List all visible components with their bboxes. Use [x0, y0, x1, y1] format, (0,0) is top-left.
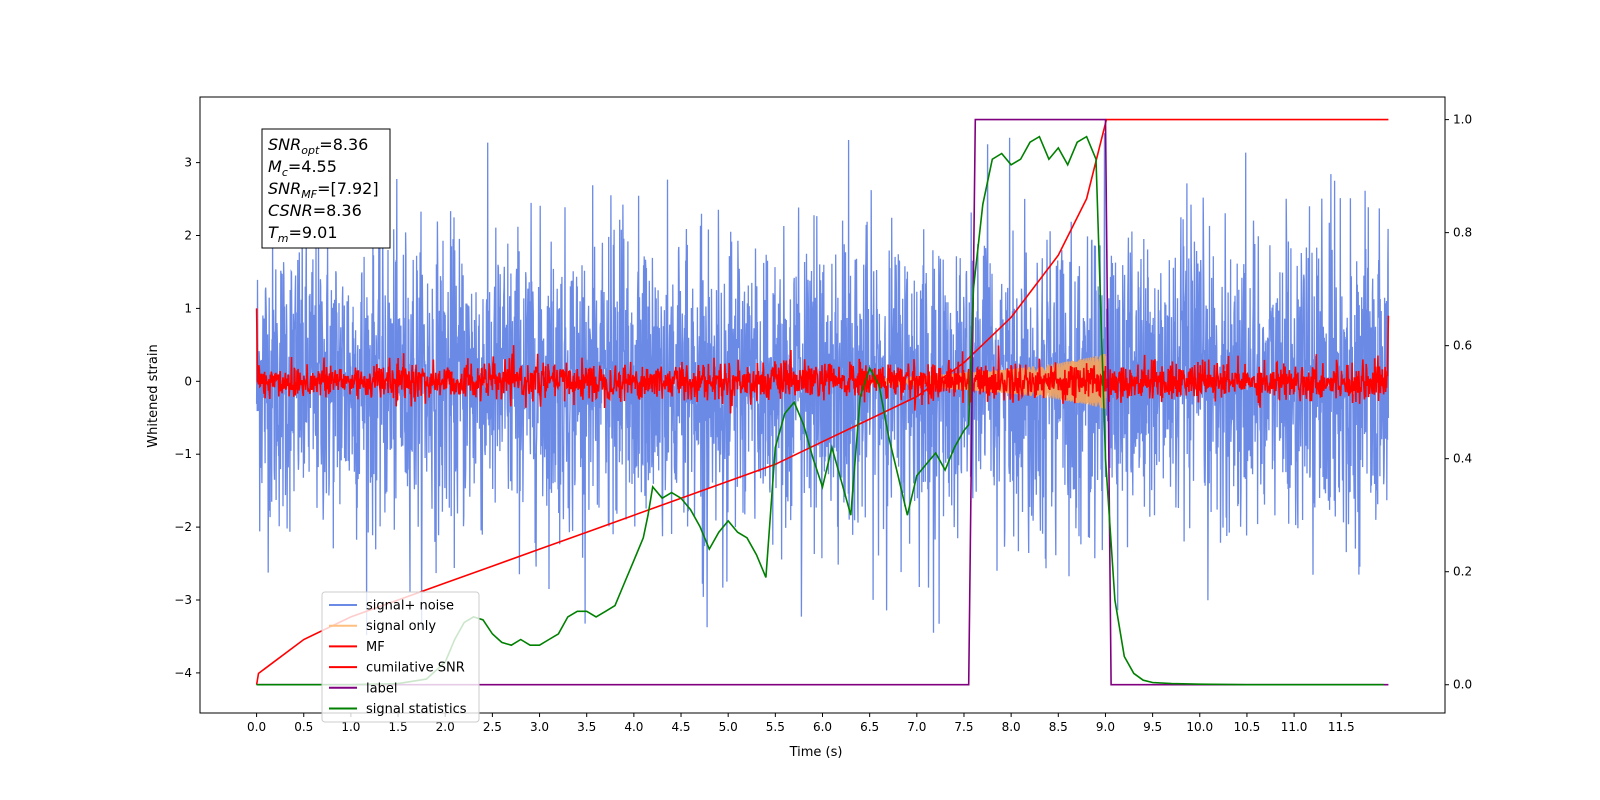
- x-tick-label: 3.0: [530, 720, 549, 734]
- x-tick-label: 6.0: [813, 720, 832, 734]
- x-tick-label: 11.5: [1328, 720, 1355, 734]
- annotation-frame: [261, 128, 391, 249]
- series-signal-statistics: [256, 135, 1384, 686]
- x-axis: 0.0 0.5 1.0 1.5 2.0 2.5 3.0 3.5 4.0 4.5 5.0 5.5 6.0 6…: [247, 713, 1355, 734]
- y-tick-label: 1: [184, 301, 192, 315]
- x-tick-label: 1.0: [341, 720, 360, 734]
- x-tick-label: 2.0: [436, 720, 455, 734]
- annotation-line: Tm=9.01: [268, 223, 338, 245]
- x-tick-label: 0.0: [247, 720, 266, 734]
- x-tick-label: 7.5: [954, 720, 973, 734]
- y2-tick-label: 0.4: [1453, 452, 1472, 466]
- y-axis: 3 2 1 0 −1 −2 −3 −4: [174, 156, 200, 680]
- legend-entry: label: [366, 681, 397, 696]
- x-tick-label: 8.0: [1002, 720, 1021, 734]
- y2-axis-right: 1.0 0.8 0.6 0.4 0.2 0.0: [1445, 113, 1472, 692]
- legend-frame: [321, 591, 480, 723]
- x-tick-label: 1.5: [389, 720, 408, 734]
- x-tick-label: 0.5: [294, 720, 313, 734]
- y-tick-label: −1: [174, 447, 192, 461]
- x-tick-label: 9.5: [1143, 720, 1162, 734]
- x-tick-label: 5.0: [719, 720, 738, 734]
- x-tick-label: 11.0: [1281, 720, 1308, 734]
- y-tick-label: −3: [174, 593, 192, 607]
- y2-tick-label: 1.0: [1453, 113, 1472, 127]
- x-tick-label: 8.5: [1049, 720, 1068, 734]
- x-tick-label: 10.5: [1234, 720, 1261, 734]
- y-tick-label: 0: [184, 374, 192, 388]
- legend-entry: cumilative SNR: [366, 661, 465, 676]
- series-label: [256, 118, 1389, 686]
- y-tick-label: −2: [174, 520, 192, 534]
- y-tick-label: 2: [184, 229, 192, 243]
- x-tick-label: 2.5: [483, 720, 502, 734]
- legend-entry: signal statistics: [366, 702, 467, 717]
- x-tick-label: 9.0: [1096, 720, 1115, 734]
- legend-entry: signal+ noise: [366, 599, 454, 614]
- y2-tick-label: 0.0: [1453, 678, 1472, 692]
- x-tick-label: 7.0: [907, 720, 926, 734]
- y-axis-label: Whitened strain: [146, 344, 161, 447]
- x-axis-label: Time (s): [789, 745, 843, 760]
- x-tick-label: 6.5: [860, 720, 879, 734]
- x-tick-label: 5.5: [766, 720, 785, 734]
- legend-entry: signal only: [366, 619, 436, 634]
- annotation-line: SNRMF=[7.92]: [268, 179, 379, 201]
- series-signal-noise: [255, 133, 1390, 636]
- series-mf: [255, 308, 1390, 414]
- y-tick-label: 3: [184, 156, 192, 170]
- y2-tick-label: 0.2: [1453, 565, 1472, 579]
- x-tick-label: 4.0: [624, 720, 643, 734]
- annotation-line: CSNR=8.36: [268, 201, 362, 220]
- annotation-line: SNRopt=8.36: [268, 135, 368, 157]
- legend-entry: MF: [366, 640, 385, 655]
- y-tick-label: −4: [174, 666, 192, 680]
- x-tick-label: 10.0: [1186, 720, 1213, 734]
- annotation-line: Mc=4.55: [268, 157, 337, 179]
- y2-tick-label: 0.8: [1453, 226, 1472, 240]
- legend: signal+ noise signal only MF cumilative SNR…: [321, 591, 480, 723]
- y2-tick-label: 0.6: [1453, 339, 1472, 353]
- x-tick-label: 3.5: [577, 720, 596, 734]
- x-tick-label: 4.5: [671, 720, 690, 734]
